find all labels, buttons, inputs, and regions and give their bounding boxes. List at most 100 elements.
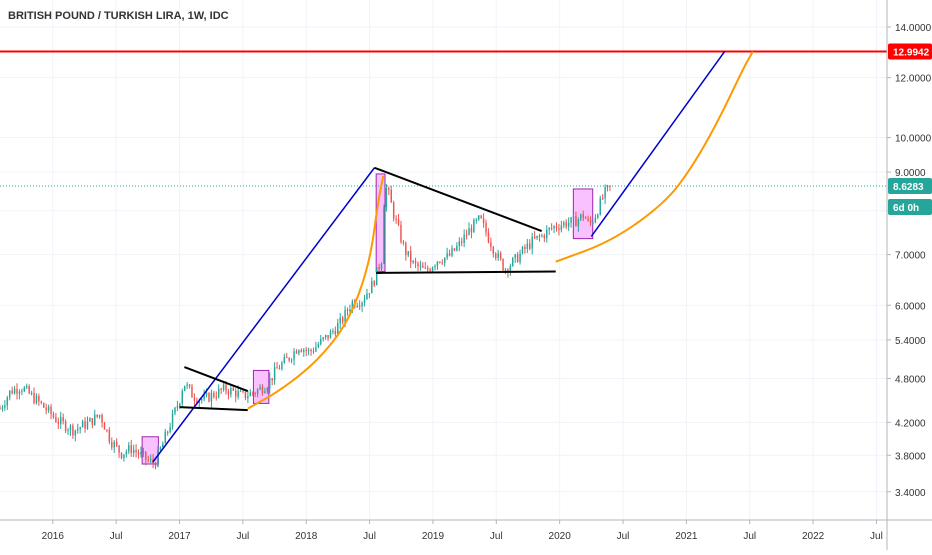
candle — [524, 244, 526, 254]
x-tick-label: 2016 — [42, 531, 65, 542]
candle-body — [261, 387, 264, 394]
candle-body — [351, 301, 354, 310]
candle-body — [570, 217, 572, 223]
candle-body — [366, 293, 368, 300]
candle-body — [123, 454, 125, 459]
candle-body — [349, 309, 351, 311]
candle-body — [6, 397, 9, 406]
candle — [213, 390, 215, 399]
candle-body — [252, 392, 254, 394]
candle-body — [266, 388, 269, 392]
candle — [310, 348, 312, 356]
candle — [509, 263, 512, 276]
y-tick-label: 12.0000 — [895, 74, 932, 85]
candle-body — [13, 388, 16, 394]
candle-body — [69, 425, 72, 431]
candle-body — [507, 269, 509, 273]
candle-body — [453, 248, 456, 251]
candle-body — [575, 216, 577, 227]
candle — [89, 417, 91, 422]
candle — [546, 225, 548, 243]
candle-body — [196, 400, 198, 403]
candle — [244, 391, 247, 401]
candle-body — [577, 219, 580, 227]
candle — [4, 400, 6, 411]
candle — [128, 442, 130, 455]
candle-body — [383, 207, 385, 264]
black-trend-line — [179, 406, 248, 412]
candle — [217, 384, 220, 399]
candle — [468, 222, 470, 236]
countdown-label-bg — [888, 198, 932, 215]
candle-body — [380, 263, 383, 270]
y-tick-label: 5.4000 — [895, 336, 926, 347]
candle-body — [89, 418, 91, 422]
candle-body — [62, 417, 64, 422]
candle-body — [337, 323, 339, 334]
candle — [553, 225, 555, 234]
candle-body — [30, 392, 33, 394]
candle-body — [332, 331, 334, 333]
candle — [47, 404, 50, 414]
candle — [414, 257, 417, 269]
candle-body — [390, 189, 392, 203]
y-tick-label: 14.0000 — [895, 23, 932, 34]
candle-body — [191, 386, 193, 398]
candle — [497, 249, 499, 261]
candle — [16, 383, 18, 400]
candle — [550, 223, 553, 231]
candle — [186, 381, 188, 390]
candle-body — [533, 236, 536, 238]
candle-body — [303, 349, 305, 352]
x-tick-label: 2022 — [802, 531, 825, 542]
candle — [451, 245, 453, 258]
candle-body — [81, 421, 84, 428]
candle-body — [18, 391, 21, 394]
candle-body — [490, 242, 492, 248]
candle-body — [375, 267, 378, 286]
candle-body — [531, 236, 533, 249]
candle-body — [606, 185, 609, 188]
candle-body — [43, 403, 45, 408]
candle-body — [288, 357, 290, 361]
blue-trend-line — [152, 167, 376, 463]
candle — [188, 383, 191, 389]
candle — [458, 237, 461, 252]
candle-body — [74, 430, 77, 436]
candle — [140, 446, 142, 458]
candle — [72, 423, 74, 439]
candle — [363, 294, 366, 307]
candle-body — [149, 459, 152, 461]
candle-body — [439, 261, 441, 263]
candle-body — [460, 241, 463, 243]
candle — [587, 215, 589, 222]
candle — [373, 280, 375, 287]
candle-body — [446, 253, 448, 258]
candle — [412, 259, 414, 265]
candle-body — [237, 390, 239, 397]
candle-body — [179, 403, 181, 407]
candle-body — [565, 222, 567, 227]
y-tick-label: 4.2000 — [895, 418, 926, 429]
candle-body — [417, 263, 419, 267]
candle-body — [128, 445, 130, 452]
candle-body — [599, 198, 601, 215]
candle — [1, 404, 4, 412]
candle — [256, 388, 259, 398]
candle-body — [344, 309, 346, 323]
candle — [424, 261, 427, 269]
candle-body — [276, 367, 278, 369]
candle-body — [57, 422, 60, 424]
candle — [300, 348, 303, 353]
candle-body — [50, 406, 52, 415]
candle — [531, 232, 533, 255]
candle — [183, 385, 186, 392]
candle-body — [259, 387, 261, 390]
candle — [281, 360, 283, 371]
candle — [210, 389, 213, 408]
candle — [324, 334, 327, 340]
candle — [572, 215, 575, 218]
candle — [43, 402, 45, 408]
